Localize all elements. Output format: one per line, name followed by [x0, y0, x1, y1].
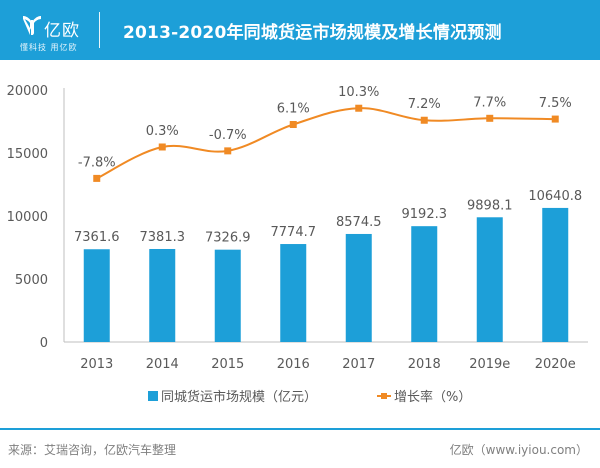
line-marker	[420, 116, 428, 124]
line-marker	[289, 121, 297, 129]
bar-value-label: 8574.5	[336, 215, 382, 230]
line-marker	[158, 143, 166, 151]
growth-rate-markers	[93, 104, 559, 182]
line-marker	[355, 104, 363, 112]
growth-rate-label: 7.5%	[539, 96, 572, 111]
header-banner: 亿欧 懂科技 用亿欧 2013-2020年同城货运市场规模及增长情况预测	[0, 0, 600, 60]
growth-rate-line	[96, 107, 556, 180]
bar-value-label: 7381.3	[140, 230, 186, 245]
y-tick-label: 15000	[7, 147, 48, 162]
bar	[214, 249, 241, 342]
x-tick-label: 2014	[146, 357, 179, 372]
line-marker	[551, 115, 559, 123]
growth-rate-label: 10.3%	[338, 85, 379, 100]
bar	[542, 207, 569, 342]
line-marker	[486, 114, 494, 122]
bar-series	[83, 207, 569, 342]
logo: 亿欧 懂科技 用亿欧	[18, 10, 88, 54]
chart-title: 2013-2020年同城货运市场规模及增长情况预测	[123, 23, 502, 43]
growth-rate-labels: -7.8% 0.3% -0.7% 6.1% 10.3% 7.2% 7.7% 7.5%	[78, 85, 572, 170]
x-tick-label: 2013	[80, 357, 113, 372]
legend-item-growth-rate: 增长率（%）	[377, 386, 471, 405]
growth-rate-label: -7.8%	[78, 155, 116, 170]
line-marker	[224, 147, 232, 155]
x-axis-ticks: 2013 2014 2015 2016 2017 2018 2019e 2020e	[80, 357, 576, 372]
x-tick-label: 2018	[408, 357, 441, 372]
x-tick-label: 2016	[277, 357, 310, 372]
bar-data-labels: 7361.6 7381.3 7326.9 7774.7 8574.5 9192.3 9898…	[74, 189, 582, 246]
logo-icon	[23, 16, 41, 35]
growth-rate-label: 7.7%	[473, 95, 506, 110]
header-divider	[99, 12, 100, 48]
growth-rate-label: -0.7%	[209, 128, 247, 143]
legend-label-growth-rate: 增长率（%）	[394, 390, 472, 405]
bar	[345, 233, 372, 342]
logo-slogan: 懂科技 用亿欧	[20, 43, 78, 52]
y-tick-label: 10000	[7, 210, 48, 225]
bar	[280, 244, 307, 342]
y-tick-label: 20000	[7, 84, 48, 99]
growth-rate-label: 7.2%	[408, 97, 441, 112]
bar-value-label: 9192.3	[402, 207, 448, 222]
x-tick-label: 2015	[211, 357, 244, 372]
bar-value-label: 7361.6	[74, 230, 120, 245]
bar-value-label: 7774.7	[271, 225, 317, 240]
growth-rate-label: 6.1%	[277, 102, 310, 117]
x-tick-label: 2019e	[469, 357, 510, 372]
y-tick-label: 0	[40, 336, 48, 351]
x-tick-label: 2017	[342, 357, 375, 372]
y-axis-ticks: 0 5000 10000 15000 20000	[7, 84, 48, 351]
legend-label-market-size: 同城货运市场规模（亿元）	[161, 390, 318, 405]
source-note: 来源：艾瑞咨询，亿欧汽车整理	[8, 443, 177, 457]
bar-value-label: 9898.1	[467, 198, 513, 213]
footer-divider	[0, 428, 600, 430]
legend-item-market-size: 同城货运市场规模（亿元）	[148, 386, 317, 405]
bar-value-label: 10640.8	[528, 189, 582, 204]
bar	[411, 226, 438, 342]
legend-line-swatch	[377, 392, 392, 399]
site-credit: 亿欧（www.iyiou.com）	[449, 443, 588, 457]
logo-text: 亿欧	[44, 21, 80, 41]
bar-value-label: 7326.9	[205, 231, 251, 246]
x-tick-label: 2020e	[535, 357, 576, 372]
growth-rate-label: 0.3%	[146, 124, 179, 139]
legend: 同城货运市场规模（亿元） 增长率（%）	[148, 386, 531, 405]
bar	[149, 248, 176, 342]
bar	[83, 249, 110, 342]
line-marker	[93, 174, 101, 182]
bar	[476, 217, 503, 342]
legend-bar-swatch	[148, 390, 158, 401]
y-tick-label: 5000	[15, 273, 48, 288]
